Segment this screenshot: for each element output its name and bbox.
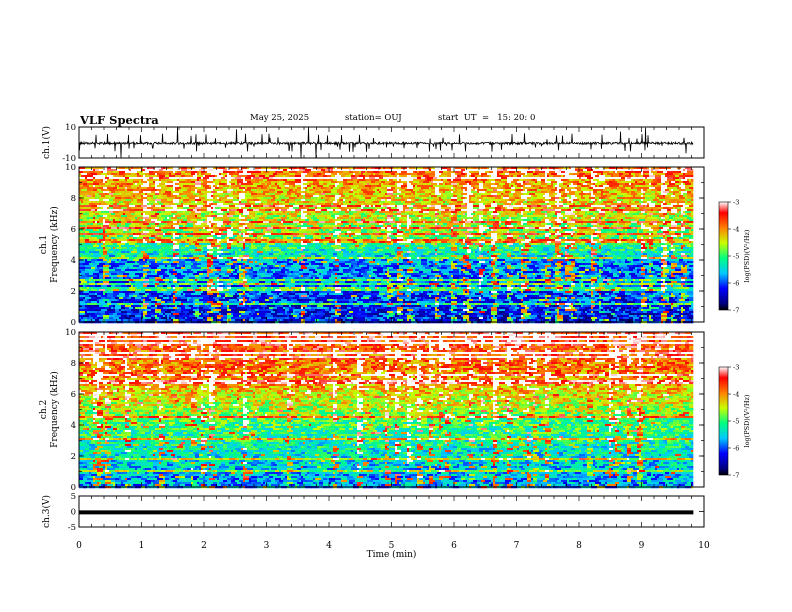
ch1-waveform-line: [78, 127, 694, 159]
x-tick-label: 7: [514, 541, 520, 551]
chart-title: VLF Spectra: [80, 113, 159, 127]
ch3-waveform-ylabel: ch.3(V): [41, 495, 52, 528]
ch1-freq-tick-label: 2: [71, 287, 76, 297]
ch3-y-tick-label: -5: [68, 523, 76, 533]
ch2-freq-tick-label: 0: [71, 483, 76, 493]
ch2-spectrogram-cells: [79, 332, 694, 489]
ch1-colorbar-tick-label: -4: [733, 226, 739, 234]
ch2-colorbar: [718, 366, 729, 476]
ch3-y-tick-label: 0: [71, 508, 76, 518]
x-tick-label: 0: [76, 541, 82, 551]
x-tick-label: 8: [576, 541, 582, 551]
ch2-freq-tick-label: 8: [71, 359, 76, 369]
ch2-colorbar-tick-label: -4: [733, 391, 739, 399]
ch1-colorbar: [718, 201, 729, 311]
ch2-freq-tick-label: 2: [71, 452, 76, 462]
ch1-colorbar-tick-label: -5: [733, 253, 739, 261]
x-tick-label: 3: [264, 541, 270, 551]
ch1-colorbar-label: log(PSD)(V²/Hz): [743, 229, 751, 282]
ch2-freq-tick-label: 6: [71, 390, 76, 400]
ch1-colorbar-tick-label: -6: [733, 280, 739, 288]
ch2-colorbar-tick-label: -3: [733, 364, 739, 372]
x-tick-label: 6: [451, 541, 457, 551]
x-tick-label: 9: [639, 541, 645, 551]
ch2-freq-tick-label: 4: [71, 421, 76, 431]
ch2-colorbar-tick-label: -5: [733, 418, 739, 426]
x-tick-label: 1: [139, 541, 145, 551]
x-tick-label: 10: [698, 541, 710, 551]
ch1-waveform-ylabel: ch.1(V): [41, 126, 52, 159]
start-time-label: start UT = 15: 20: 0: [438, 113, 535, 123]
ch2-colorbar-tick-label: -6: [733, 445, 739, 453]
ch1-freq-tick-label: 6: [71, 225, 76, 235]
ch1-freq-tick-label: 8: [71, 194, 76, 204]
station-label: station= OUJ: [345, 113, 402, 123]
ch1-frequency-ylabel: Frequency (kHz): [49, 206, 60, 283]
ch1-freq-tick-label: 0: [71, 318, 76, 328]
ch1-y-tick-label: -10: [62, 154, 76, 164]
ch1-spectrogram-ylabel: ch.1: [39, 235, 49, 254]
ch1-colorbar-tick-label: -7: [733, 307, 739, 315]
ch1-spectrogram-cells: [79, 167, 694, 324]
ch1-freq-tick-label: 4: [71, 256, 76, 266]
x-axis-label: Time (min): [367, 549, 417, 560]
x-tick-label: 5: [389, 541, 395, 551]
x-tick-label: 2: [201, 541, 207, 551]
ch2-freq-tick-label: 10: [65, 328, 76, 338]
ch2-spectrogram-ylabel: ch.2: [39, 400, 49, 419]
ch2-frequency-ylabel: Frequency (kHz): [49, 371, 60, 448]
ch1-freq-tick-label: 10: [65, 163, 76, 173]
ch1-y-tick-label: 10: [65, 123, 76, 133]
x-tick-label: 4: [326, 541, 332, 551]
ch2-colorbar-label: log(PSD)(V²/Hz): [743, 394, 751, 447]
ch3-y-tick-label: 5: [71, 492, 76, 502]
ch1-colorbar-tick-label: -3: [733, 199, 739, 207]
ch2-colorbar-tick-label: -7: [733, 472, 739, 480]
date-label: May 25, 2025: [250, 113, 309, 123]
